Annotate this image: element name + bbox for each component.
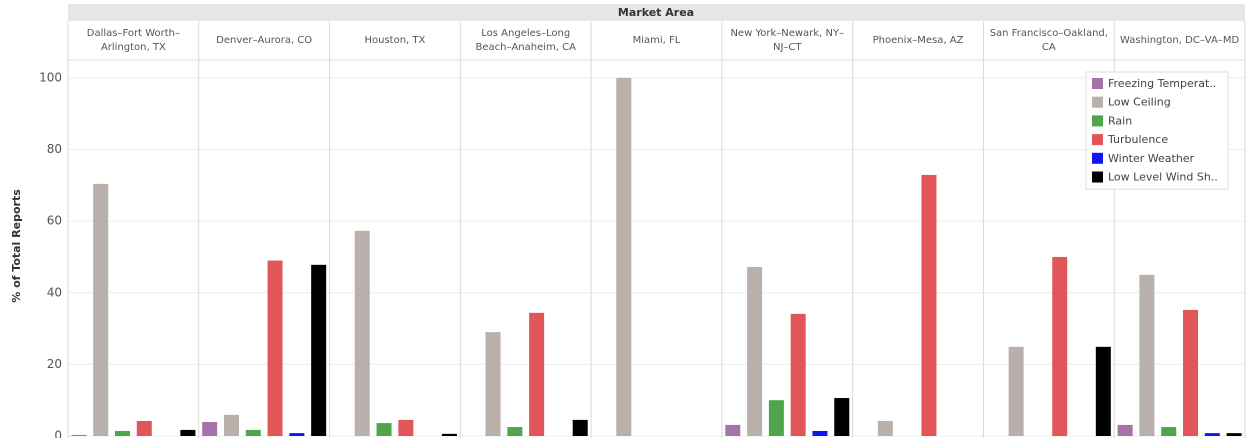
y-tick-label: 40 [47, 285, 62, 299]
y-tick-label: 0 [54, 429, 62, 438]
market-header: San Francisco–Oakland, CA [989, 28, 1108, 53]
bar [1139, 274, 1155, 436]
market-header: Houston, TX [364, 35, 426, 46]
bar [1183, 309, 1199, 436]
legend-swatch [1092, 78, 1103, 89]
legend-label: Low Level Wind Sh.. [1108, 171, 1218, 184]
legend-label: Winter Weather [1108, 152, 1195, 165]
bar [1008, 346, 1024, 436]
legend-swatch [1092, 152, 1103, 164]
bar [1095, 346, 1111, 436]
y-tick-label: 100 [39, 70, 62, 84]
y-tick-label: 80 [47, 142, 62, 156]
x-label: Market Area [618, 6, 694, 19]
market-header: Phoenix–Mesa, AZ [872, 35, 964, 46]
bar [267, 260, 283, 436]
bar [507, 427, 523, 436]
bar [114, 430, 130, 436]
market-header: Miami, FL [632, 35, 681, 46]
bar [747, 266, 763, 436]
bar [289, 433, 305, 436]
bar [877, 420, 893, 436]
bar [812, 430, 828, 436]
bar [398, 419, 414, 436]
legend-box [1085, 71, 1229, 190]
market-header: Dallas–Fort Worth–Arlington, TX [86, 28, 180, 53]
bar [572, 419, 588, 436]
legend-label: Turbulence [1107, 133, 1168, 146]
bar [790, 313, 806, 436]
bar [180, 429, 196, 436]
bar [71, 434, 87, 436]
bar [616, 77, 632, 437]
bar [1226, 433, 1242, 436]
y-tick-label: 20 [47, 357, 62, 371]
bar [1117, 424, 1133, 436]
bar [354, 230, 370, 436]
bar [921, 174, 937, 436]
bar [136, 420, 152, 436]
bar [311, 264, 327, 436]
market-header: New York–Newark, NY–NJ–CT [730, 28, 845, 53]
legend-label: Low Ceiling [1108, 96, 1171, 109]
legend-swatch [1092, 134, 1103, 146]
legend-swatch [1092, 96, 1103, 108]
bar [834, 398, 850, 436]
bar [441, 433, 457, 436]
y-label: % of Total Reports [10, 189, 23, 303]
bar [93, 183, 109, 436]
bar [202, 422, 218, 436]
market-header: Denver–Aurora, CO [216, 35, 313, 46]
facet-band [68, 4, 1245, 21]
bar [1161, 427, 1177, 436]
bar [1052, 256, 1068, 436]
market-header: Washington, DC–VA–MD [1120, 35, 1240, 46]
legend-label: Rain [1108, 114, 1132, 127]
bar [725, 424, 741, 436]
y-tick-label: 60 [47, 214, 62, 228]
bar [485, 332, 501, 436]
market-header: Los Angeles–Long Beach–Anaheim, CA [475, 28, 576, 53]
bar [529, 312, 545, 436]
bar [223, 414, 239, 436]
legend-swatch [1092, 115, 1103, 127]
bar [376, 423, 392, 436]
bar [1204, 433, 1220, 436]
legend-label: Freezing Temperat.. [1108, 77, 1216, 90]
bar [768, 400, 784, 436]
legend-swatch [1092, 171, 1103, 183]
bar [245, 429, 261, 436]
